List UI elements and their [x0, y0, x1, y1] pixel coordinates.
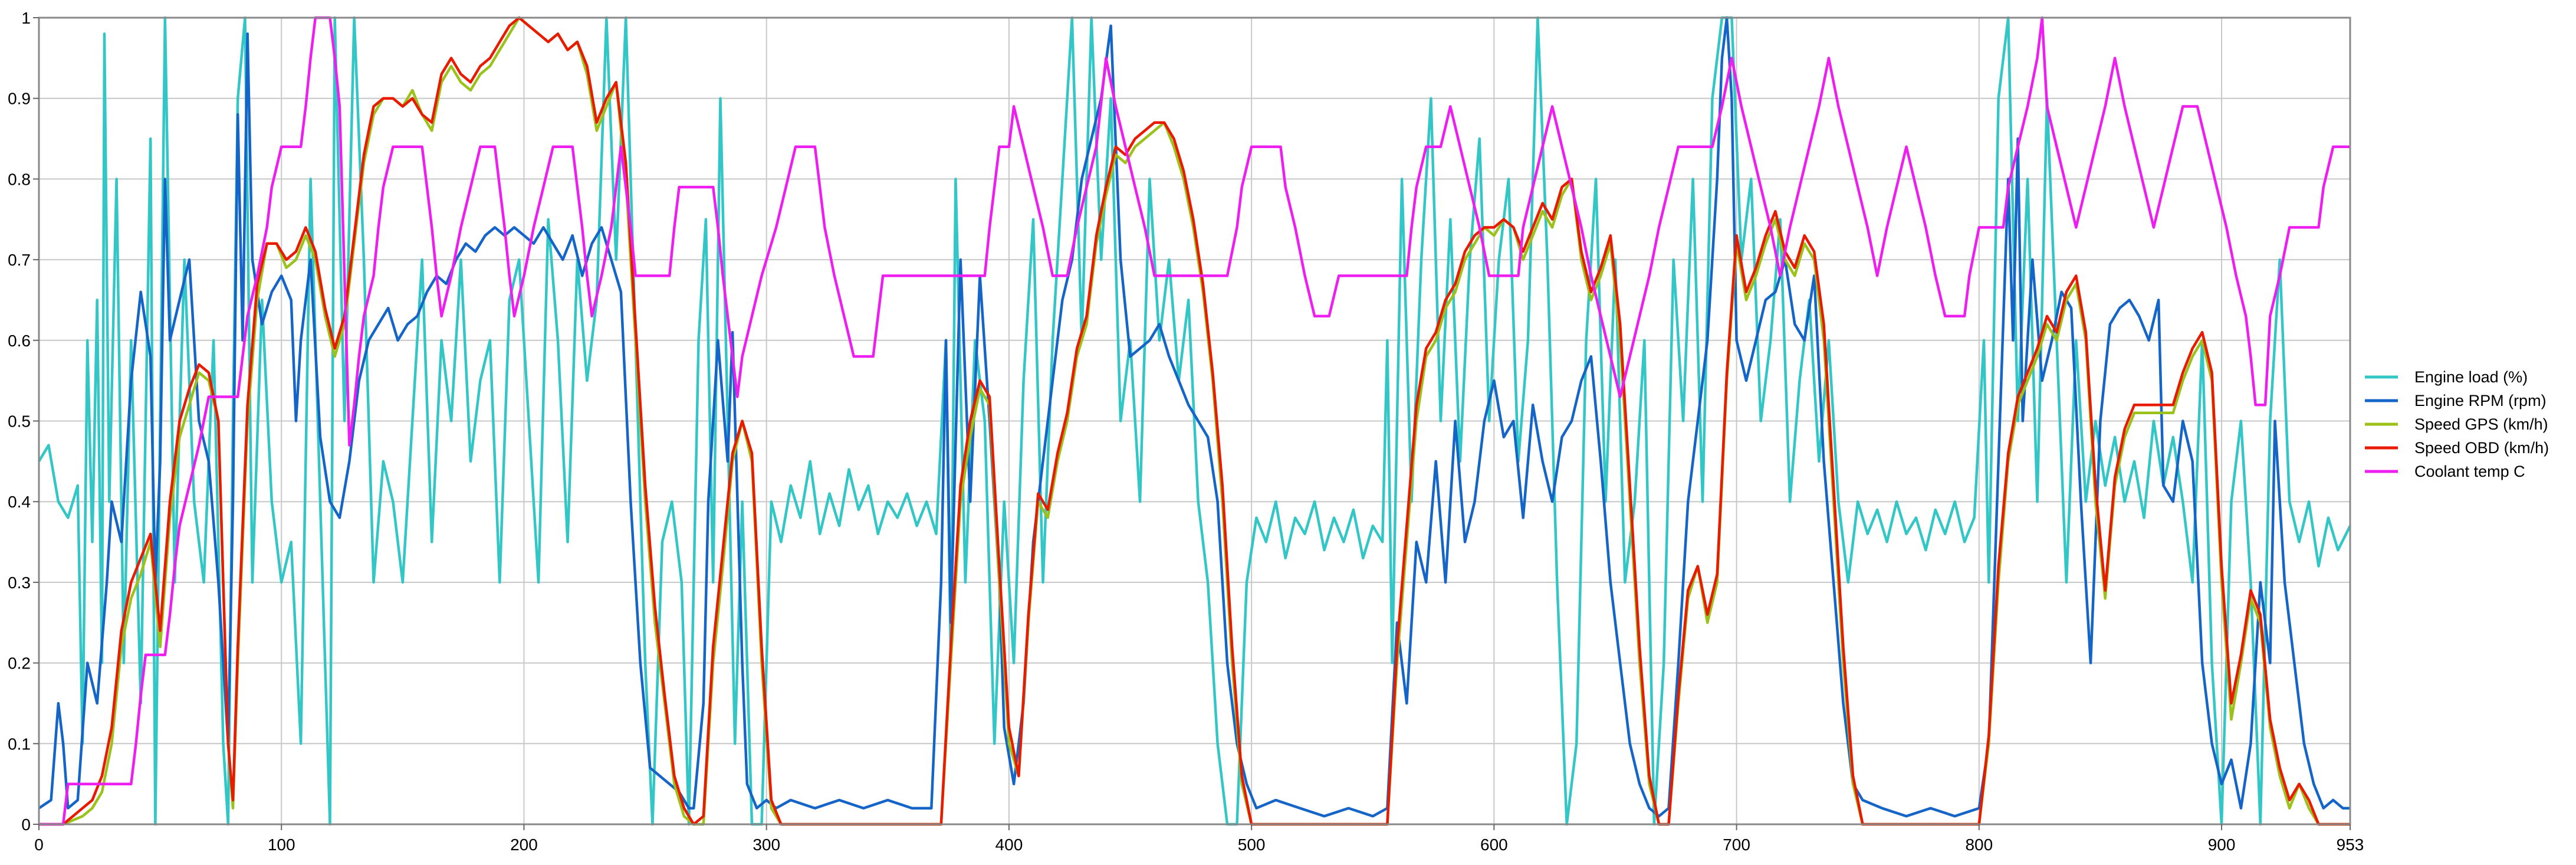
y-tick-label: 0.5 — [8, 412, 31, 431]
y-tick-label: 0.7 — [8, 251, 31, 269]
series-line-3 — [39, 16, 2350, 826]
series-line-1 — [38, 16, 2350, 818]
x-tick-label: 953 — [2337, 835, 2364, 854]
y-tick-label: 0.6 — [8, 332, 31, 350]
x-tick-label: 100 — [268, 835, 295, 854]
x-tick-label: 600 — [1480, 835, 1508, 854]
y-tick-label: 0.4 — [8, 493, 31, 511]
x-axis: 0 100 200 300 400 500 600 700 800 900 953 — [34, 824, 2364, 854]
legend-label-1: Engine RPM (rpm) — [2414, 392, 2547, 409]
x-tick-label: 500 — [1238, 835, 1266, 854]
y-tick-label: 1 — [21, 9, 31, 27]
y-tick-label: 0.8 — [8, 170, 31, 188]
y-axis: 0 0.1 0.2 0.3 0.4 0.5 0.6 0.7 0.8 0.9 1 — [8, 9, 39, 834]
series-line-0 — [38, 16, 2352, 826]
y-tick-label: 0.3 — [8, 574, 31, 592]
legend-label-3: Speed OBD (km/h) — [2414, 439, 2549, 457]
legend: Engine load (%) Engine RPM (rpm) Speed GPS… — [2365, 368, 2549, 480]
y-tick-label: 0.2 — [8, 654, 31, 673]
legend-label-0: Engine load (%) — [2414, 368, 2528, 386]
legend-label-2: Speed GPS (km/h) — [2414, 415, 2548, 433]
y-tick-label: 0 — [21, 815, 31, 834]
y-tick-label: 0.9 — [8, 90, 31, 108]
x-tick-label: 200 — [510, 835, 538, 854]
series-line-4 — [39, 16, 2350, 826]
x-tick-label: 300 — [753, 835, 780, 854]
x-tick-label: 0 — [34, 835, 44, 854]
y-tick-label: 0.1 — [8, 735, 31, 753]
plot-lines — [38, 16, 2352, 826]
x-tick-label: 700 — [1723, 835, 1750, 854]
x-tick-label: 900 — [2208, 835, 2236, 854]
legend-label-4: Coolant temp C — [2414, 463, 2525, 480]
x-tick-label: 400 — [995, 835, 1023, 854]
x-tick-label: 800 — [1965, 835, 1993, 854]
